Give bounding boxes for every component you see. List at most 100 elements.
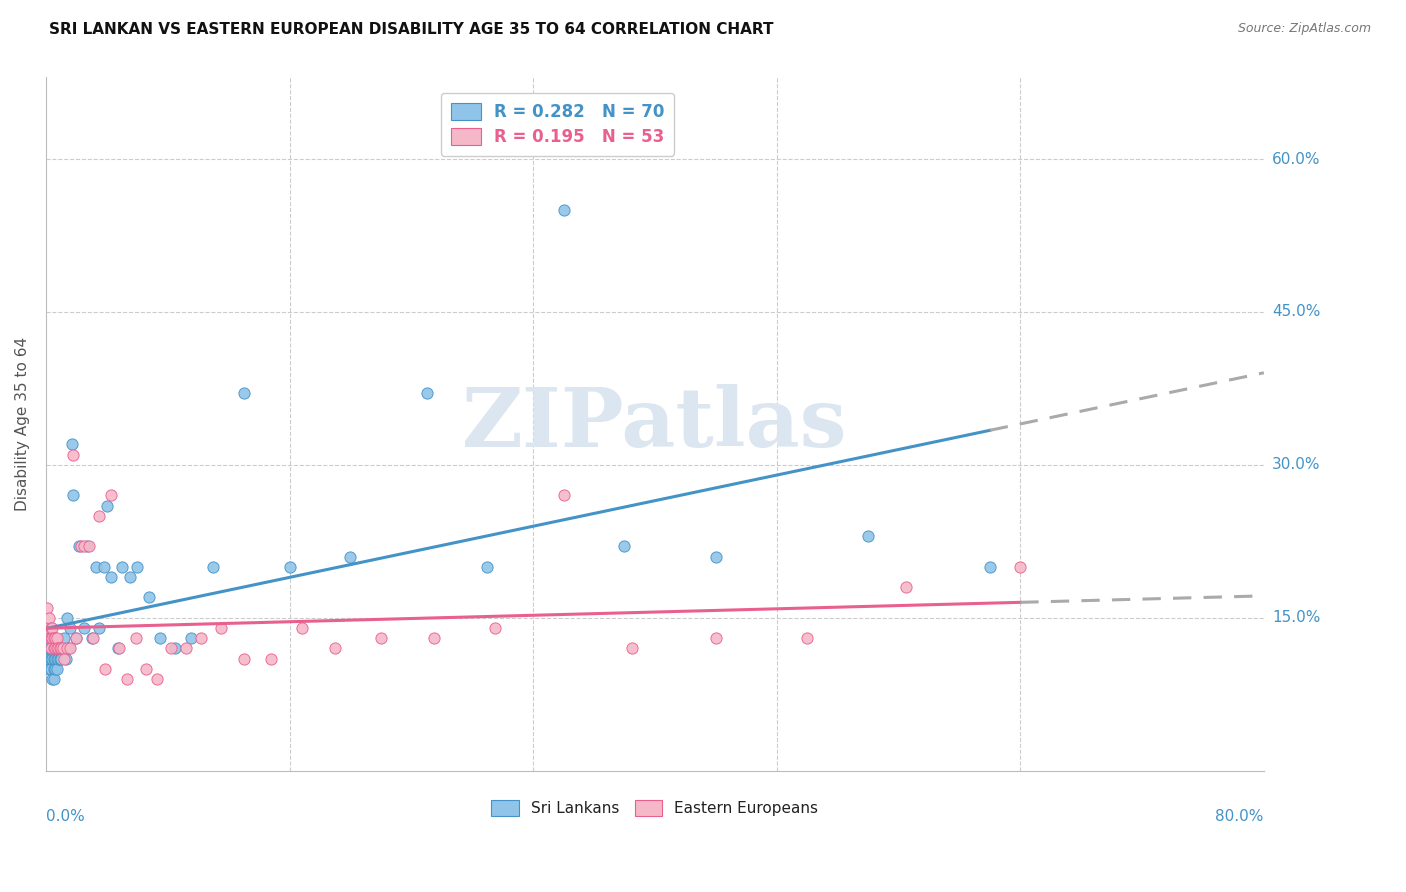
Point bbox=[42, 641, 65, 656]
Point bbox=[100, 570, 122, 584]
Point bbox=[135, 662, 157, 676]
Point bbox=[96, 499, 118, 513]
Point bbox=[323, 641, 346, 656]
Point bbox=[856, 529, 879, 543]
Point bbox=[149, 631, 172, 645]
Point bbox=[44, 631, 66, 645]
Point bbox=[42, 631, 65, 645]
Point bbox=[37, 641, 59, 656]
Point bbox=[232, 386, 254, 401]
Point bbox=[55, 651, 77, 665]
Point bbox=[62, 488, 84, 502]
Point bbox=[53, 651, 76, 665]
Point bbox=[45, 662, 67, 676]
Point bbox=[39, 662, 62, 676]
Point bbox=[39, 651, 62, 665]
Point bbox=[111, 559, 134, 574]
Point bbox=[423, 631, 446, 645]
Point bbox=[202, 559, 225, 574]
Point bbox=[108, 641, 131, 656]
Point bbox=[46, 641, 69, 656]
Point bbox=[42, 672, 65, 686]
Point bbox=[37, 621, 59, 635]
Legend: Sri Lankans, Eastern Europeans: Sri Lankans, Eastern Europeans bbox=[485, 794, 824, 822]
Point bbox=[894, 580, 917, 594]
Point bbox=[232, 651, 254, 665]
Point bbox=[115, 672, 138, 686]
Point bbox=[37, 631, 59, 645]
Point bbox=[38, 611, 60, 625]
Point bbox=[82, 631, 104, 645]
Point bbox=[46, 651, 69, 665]
Point bbox=[89, 508, 111, 523]
Point bbox=[46, 641, 69, 656]
Point bbox=[44, 641, 66, 656]
Point bbox=[38, 631, 60, 645]
Point bbox=[41, 631, 63, 645]
Point bbox=[39, 621, 62, 635]
Point bbox=[704, 549, 727, 564]
Point bbox=[180, 631, 202, 645]
Text: 60.0%: 60.0% bbox=[1272, 152, 1320, 167]
Point bbox=[45, 651, 67, 665]
Point bbox=[48, 641, 70, 656]
Point bbox=[44, 641, 66, 656]
Point bbox=[41, 672, 63, 686]
Point bbox=[41, 651, 63, 665]
Point bbox=[89, 621, 111, 635]
Point bbox=[80, 631, 103, 645]
Point bbox=[58, 641, 80, 656]
Point bbox=[42, 641, 65, 656]
Point bbox=[65, 631, 87, 645]
Text: ZIPatlas: ZIPatlas bbox=[463, 384, 848, 464]
Point bbox=[138, 591, 160, 605]
Point bbox=[1010, 559, 1032, 574]
Point bbox=[59, 621, 82, 635]
Point bbox=[77, 540, 100, 554]
Point bbox=[118, 570, 141, 584]
Point bbox=[60, 437, 83, 451]
Point bbox=[42, 651, 65, 665]
Text: SRI LANKAN VS EASTERN EUROPEAN DISABILITY AGE 35 TO 64 CORRELATION CHART: SRI LANKAN VS EASTERN EUROPEAN DISABILIT… bbox=[49, 22, 773, 37]
Point bbox=[41, 631, 63, 645]
Point bbox=[209, 621, 232, 635]
Point bbox=[73, 540, 96, 554]
Point bbox=[48, 641, 70, 656]
Point bbox=[38, 631, 60, 645]
Point bbox=[59, 641, 82, 656]
Point bbox=[94, 662, 117, 676]
Point bbox=[73, 621, 96, 635]
Point bbox=[159, 641, 181, 656]
Point bbox=[125, 631, 148, 645]
Point bbox=[484, 621, 506, 635]
Point bbox=[56, 641, 79, 656]
Point bbox=[44, 631, 66, 645]
Point bbox=[52, 641, 75, 656]
Point bbox=[44, 662, 66, 676]
Point bbox=[291, 621, 314, 635]
Text: 0.0%: 0.0% bbox=[46, 809, 84, 824]
Point bbox=[51, 641, 73, 656]
Point bbox=[190, 631, 212, 645]
Point bbox=[415, 386, 437, 401]
Point bbox=[45, 641, 67, 656]
Point bbox=[51, 641, 73, 656]
Text: 80.0%: 80.0% bbox=[1216, 809, 1264, 824]
Text: 45.0%: 45.0% bbox=[1272, 304, 1320, 319]
Point bbox=[146, 672, 169, 686]
Point bbox=[45, 641, 67, 656]
Point bbox=[39, 641, 62, 656]
Point bbox=[704, 631, 727, 645]
Point bbox=[38, 651, 60, 665]
Point bbox=[45, 631, 67, 645]
Point bbox=[44, 651, 66, 665]
Point bbox=[62, 448, 84, 462]
Point bbox=[69, 540, 91, 554]
Point bbox=[41, 621, 63, 635]
Point bbox=[42, 662, 65, 676]
Point bbox=[613, 540, 636, 554]
Point bbox=[165, 641, 187, 656]
Point bbox=[41, 641, 63, 656]
Point bbox=[39, 631, 62, 645]
Text: 15.0%: 15.0% bbox=[1272, 610, 1320, 625]
